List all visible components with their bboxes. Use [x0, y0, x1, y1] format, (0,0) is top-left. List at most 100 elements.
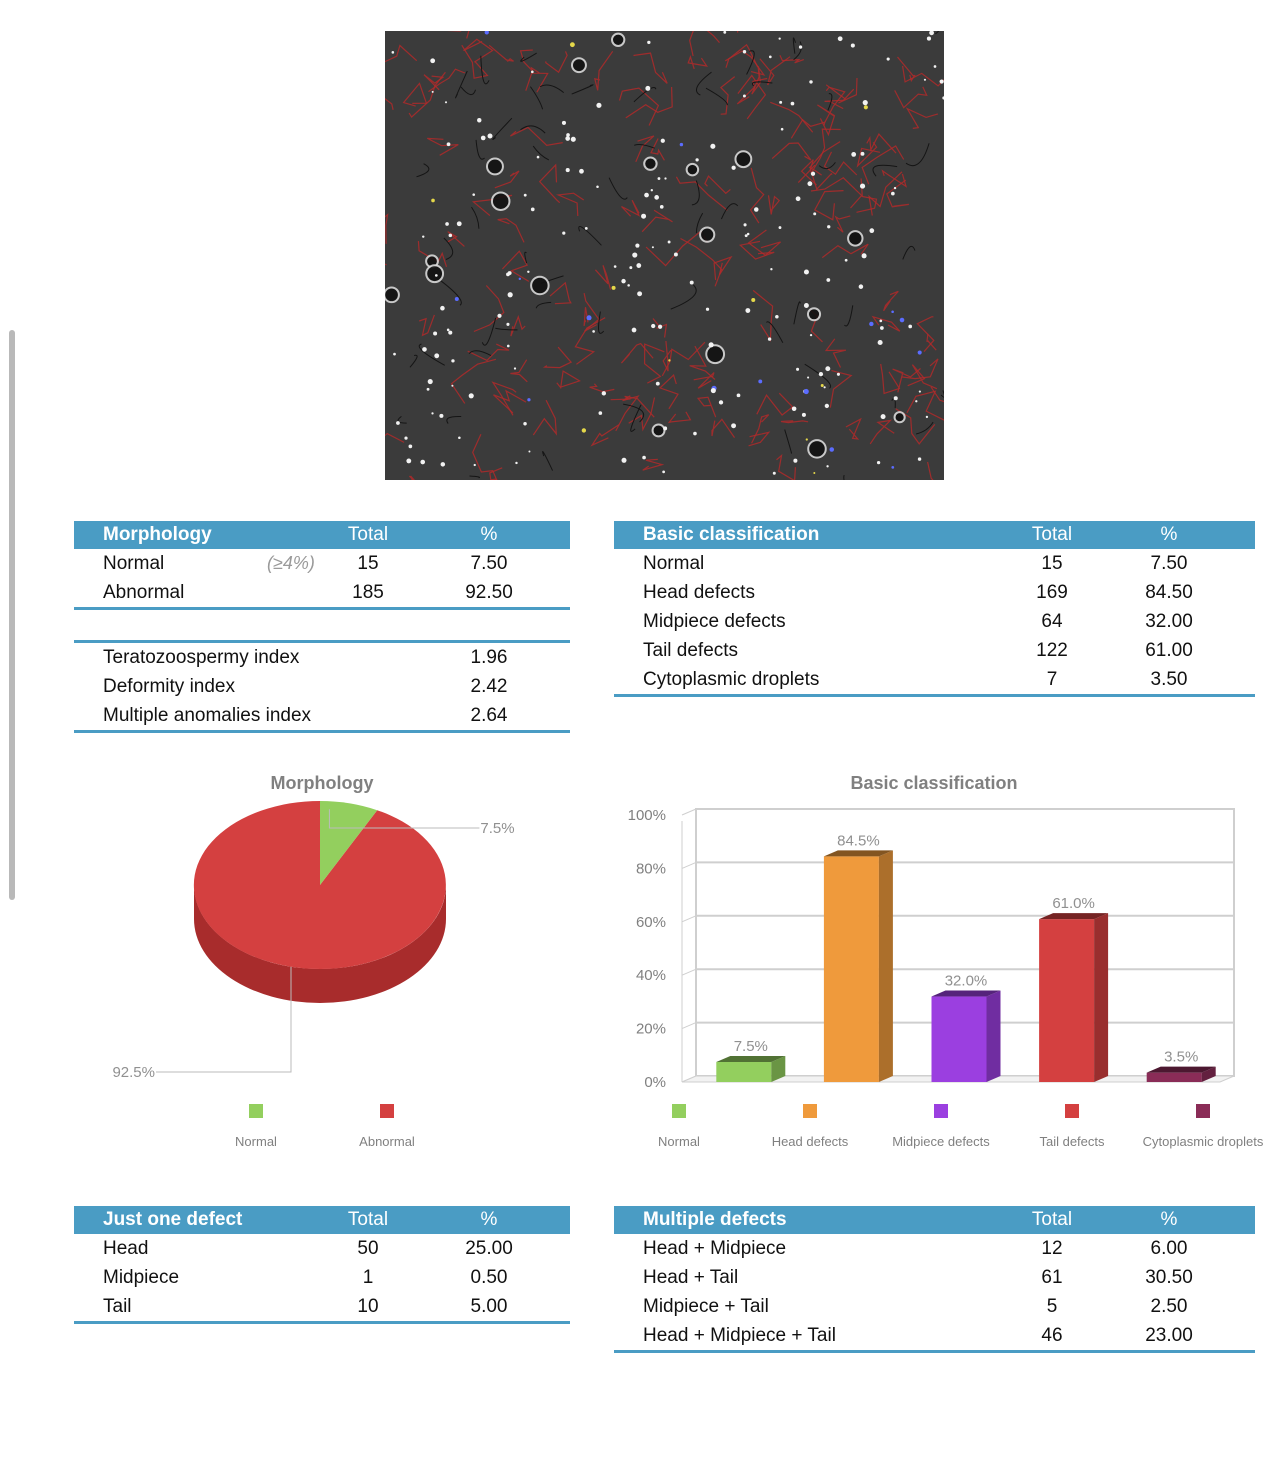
row-label: Cytoplasmic droplets: [614, 665, 990, 697]
track-line: [385, 213, 389, 244]
total-header: Total: [990, 1206, 1114, 1234]
table-row: Abnormal 185 92.50: [74, 578, 570, 610]
cell-head: [742, 94, 746, 98]
row-label: Head: [103, 1237, 149, 1259]
table-row: Midpiece defects 64 32.00: [614, 607, 1255, 636]
row-percent: 92.50: [408, 578, 570, 610]
cell-head: [631, 327, 637, 333]
cell-head: [826, 465, 829, 468]
total-header: Total: [990, 521, 1114, 549]
cell-head: [647, 40, 651, 45]
cell-head: [396, 421, 400, 425]
cell-head: [731, 165, 736, 170]
legend-midpiece-defects: Midpiece defects: [866, 1104, 1016, 1149]
cell-tail: [634, 143, 655, 149]
cell-tail: [495, 327, 518, 331]
cell-head: [879, 319, 883, 323]
cell-tail: [804, 363, 832, 389]
table-row: Teratozoospermy index 1.96: [74, 642, 570, 673]
cell-head: [791, 406, 797, 412]
cell-tail: [720, 203, 739, 220]
cell-head: [651, 323, 656, 329]
cell-head: [528, 450, 531, 453]
scrollbar[interactable]: [9, 330, 15, 900]
pie-leader-line: [328, 809, 480, 829]
track-line: [736, 77, 768, 105]
cell-head: [448, 233, 453, 238]
cell-head: [668, 359, 671, 362]
cell-tail: [792, 37, 796, 54]
track-line: [713, 255, 733, 280]
cell-head: [536, 155, 540, 159]
cell-head: [561, 120, 567, 125]
row-total: 61: [1041, 1266, 1063, 1288]
y-tick-label: 0%: [644, 1074, 666, 1091]
bar-side: [986, 990, 1001, 1082]
percent-header: %: [408, 1206, 570, 1234]
track-line: [497, 218, 525, 243]
cell-head: [880, 414, 886, 420]
cell-head: [876, 460, 881, 465]
pie-label-normal: 7.5%: [480, 820, 514, 837]
row-label: Head + Midpiece + Tail: [614, 1321, 990, 1353]
cell-head: [795, 196, 801, 202]
track-line: [488, 44, 514, 63]
cell-head: [859, 183, 866, 189]
cell-head: [858, 284, 864, 289]
cell-tail: [793, 41, 802, 61]
table-row: Tail 10 5.00: [74, 1292, 570, 1324]
cell-head: [506, 272, 510, 277]
row-total: 15: [357, 552, 379, 574]
cell-head: [477, 118, 482, 123]
cell-head: [850, 43, 855, 48]
cell-head: [758, 379, 763, 384]
cell-head: [824, 403, 830, 409]
track-line: [825, 77, 858, 104]
gridline-diag: [681, 861, 697, 869]
track-line: [555, 192, 585, 217]
cell-halo: [699, 226, 716, 243]
cell-tail: [915, 421, 934, 435]
pie-chart-title: Morphology: [270, 773, 374, 793]
track-line: [902, 65, 944, 87]
cell-head: [636, 263, 642, 268]
legend-label: Normal: [658, 1134, 700, 1149]
basic-classification-header: Basic classification: [614, 521, 990, 549]
cell-head: [444, 101, 448, 104]
cell-head: [693, 431, 697, 436]
cell-head: [929, 31, 934, 36]
cell-head: [827, 225, 831, 229]
cell-tail: [469, 475, 481, 479]
track-line: [574, 317, 606, 365]
cell-head: [431, 90, 434, 93]
cell-tail: [695, 212, 704, 234]
bar-head_defects: [823, 856, 879, 1082]
track-line: [779, 54, 804, 64]
microscope-image: [385, 31, 944, 480]
cell-head: [893, 186, 897, 190]
cell-head: [775, 314, 779, 319]
track-line: [427, 137, 459, 156]
cell-head: [745, 308, 751, 313]
cell-head: [632, 252, 638, 258]
cell-tail: [471, 206, 480, 229]
pie-side-abnormal: [194, 885, 446, 1003]
cell-head: [565, 168, 570, 173]
cell-head: [523, 193, 527, 197]
cell-head: [917, 457, 922, 461]
track-line: [797, 159, 817, 186]
cell-tail: [940, 390, 944, 398]
cell-head: [798, 45, 803, 49]
track-line: [593, 50, 614, 91]
track-line: [725, 43, 759, 68]
row-percent: 23.00: [1114, 1321, 1224, 1353]
cell-head: [531, 70, 534, 74]
track-line: [871, 315, 901, 332]
cell-tail: [520, 52, 537, 62]
y-tick-label: 80%: [636, 860, 666, 877]
cell-head: [836, 372, 840, 376]
track-line: [906, 390, 944, 421]
reference-hint: (≥4%): [267, 553, 315, 573]
cell-head: [451, 359, 455, 363]
track-line: [810, 128, 841, 174]
